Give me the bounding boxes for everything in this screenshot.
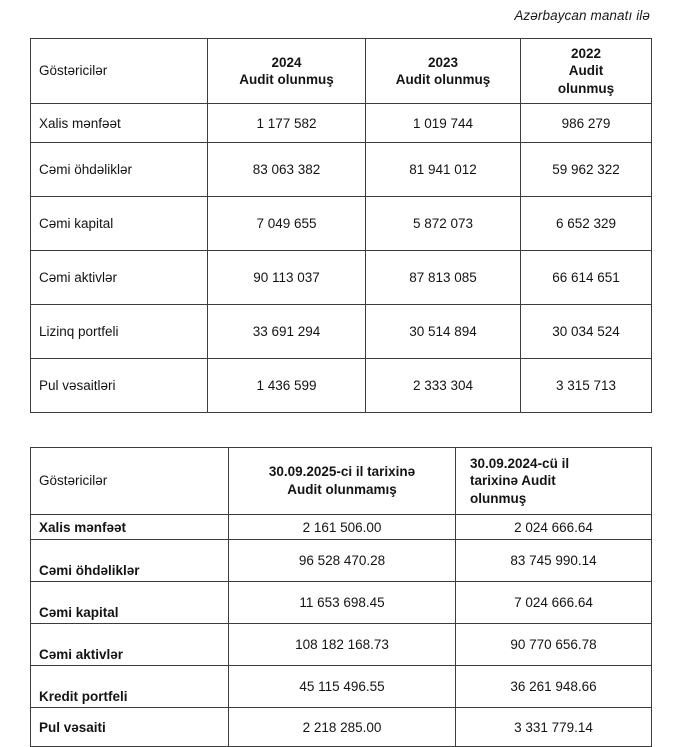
interim-table-body: Xalis mənfəət 2 161 506.00 2 024 666.64 …	[30, 514, 652, 747]
header-2025-period: 30.09.2025-ci il tarixinə Audit olunmamı…	[228, 447, 456, 515]
header-indicators: Göstəricilər	[30, 38, 208, 104]
cell-2023: 2 333 304	[365, 358, 521, 413]
row-label: Pul vəsaitləri	[30, 358, 208, 413]
cell-2024: 7 049 655	[207, 196, 366, 251]
cell-2024: 1 177 582	[207, 103, 366, 143]
cell-2024: 1 436 599	[207, 358, 366, 413]
table-row: Cəmi aktivlər 108 182 168.73 90 770 656.…	[30, 623, 652, 666]
table-row: Lizinq portfeli 33 691 294 30 514 894 30…	[30, 304, 652, 359]
header-2025-date: 30.09.2025-ci il tarixinə	[268, 464, 416, 480]
header-2022-status-line2: olunmuş	[557, 80, 615, 96]
cell-2023: 5 872 073	[365, 196, 521, 251]
table-row: Kredit portfeli 45 115 496.55 36 261 948…	[30, 665, 652, 708]
row-label: Cəmi kapital	[30, 196, 208, 251]
cell-2025: 11 653 698.45	[228, 581, 456, 624]
cell-2022: 3 315 713	[520, 358, 652, 413]
cell-2024: 83 063 382	[207, 142, 366, 197]
row-label: Xalis mənfəət	[30, 103, 208, 143]
row-label: Kredit portfeli	[30, 665, 229, 708]
cell-2025: 96 528 470.28	[228, 539, 456, 582]
currency-note: Azərbaycan manatı ilə	[514, 8, 650, 23]
header-indicators: Göstəricilər	[30, 447, 229, 515]
cell-2022: 59 962 322	[520, 142, 652, 197]
cell-2023: 1 019 744	[365, 103, 521, 143]
interim-financials-table: Göstəricilər 30.09.2025-ci il tarixinə A…	[30, 447, 652, 747]
cell-2025: 108 182 168.73	[228, 623, 456, 666]
cell-2022: 986 279	[520, 103, 652, 143]
header-2024: 2024 Audit olunmuş	[207, 38, 366, 104]
cell-2024: 90 770 656.78	[455, 623, 652, 666]
cell-2024: 83 745 990.14	[455, 539, 652, 582]
annual-financials-table: Göstəricilər 2024 Audit olunmuş 2023 Aud…	[30, 38, 652, 413]
header-2024-status: Audit olunmuş	[239, 72, 334, 87]
header-2023-year: 2023	[427, 54, 459, 70]
table-row: Cəmi kapital 7 049 655 5 872 073 6 652 3…	[30, 196, 652, 251]
row-label: Pul vəsaiti	[30, 707, 229, 747]
header-2023: 2023 Audit olunmuş	[365, 38, 521, 104]
annual-table-body: Xalis mənfəət 1 177 582 1 019 744 986 27…	[30, 103, 652, 413]
cell-2022: 6 652 329	[520, 196, 652, 251]
row-label: Lizinq portfeli	[30, 304, 208, 359]
table-row: Xalis mənfəət 1 177 582 1 019 744 986 27…	[30, 103, 652, 143]
table-row: Cəmi öhdəliklər 96 528 470.28 83 745 990…	[30, 539, 652, 582]
table-row: Pul vəsaitləri 1 436 599 2 333 304 3 315…	[30, 358, 652, 413]
cell-2025: 2 161 506.00	[228, 514, 456, 540]
table-row: Cəmi aktivlər 90 113 037 87 813 085 66 6…	[30, 250, 652, 305]
cell-2022: 66 614 651	[520, 250, 652, 305]
header-2023-status: Audit olunmuş	[395, 72, 491, 87]
table-row: Xalis mənfəət 2 161 506.00 2 024 666.64	[30, 514, 652, 540]
cell-2025: 2 218 285.00	[228, 707, 456, 747]
header-2022-status-line1: Audit	[568, 63, 604, 79]
table-header-row: Göstəricilər 2024 Audit olunmuş 2023 Aud…	[30, 38, 652, 104]
header-2025-status: Audit olunmamış	[287, 482, 397, 497]
table-row: Cəmi öhdəliklər 83 063 382 81 941 012 59…	[30, 142, 652, 197]
table-row: Cəmi kapital 11 653 698.45 7 024 666.64	[30, 581, 652, 624]
cell-2024: 3 331 779.14	[455, 707, 652, 747]
header-2024-status-line2: olunmuş	[470, 490, 527, 506]
row-label: Cəmi kapital	[30, 581, 229, 624]
cell-2024: 7 024 666.64	[455, 581, 652, 624]
cell-2022: 30 034 524	[520, 304, 652, 359]
table-header-row: Göstəricilər 30.09.2025-ci il tarixinə A…	[30, 447, 652, 515]
row-label: Cəmi öhdəliklər	[30, 539, 229, 582]
header-2022-year: 2022	[570, 46, 602, 62]
row-label: Xalis mənfəət	[30, 514, 229, 540]
cell-2024: 36 261 948.66	[455, 665, 652, 708]
header-2024-status-line1: tarixinə Audit	[470, 473, 556, 489]
table-row: Pul vəsaiti 2 218 285.00 3 331 779.14	[30, 707, 652, 747]
row-label: Cəmi aktivlər	[30, 250, 208, 305]
header-2024-year: 2024	[271, 54, 302, 70]
header-2024-period: 30.09.2024-cü il tarixinə Audit olunmuş	[455, 447, 652, 515]
header-2022: 2022 Audit olunmuş	[520, 38, 652, 104]
cell-2025: 45 115 496.55	[228, 665, 456, 708]
cell-2023: 87 813 085	[365, 250, 521, 305]
header-2024-date: 30.09.2024-cü il	[470, 455, 570, 471]
cell-2023: 30 514 894	[365, 304, 521, 359]
row-label: Cəmi aktivlər	[30, 623, 229, 666]
cell-2023: 81 941 012	[365, 142, 521, 197]
cell-2024: 90 113 037	[207, 250, 366, 305]
cell-2024: 2 024 666.64	[455, 514, 652, 540]
cell-2024: 33 691 294	[207, 304, 366, 359]
row-label: Cəmi öhdəliklər	[30, 142, 208, 197]
